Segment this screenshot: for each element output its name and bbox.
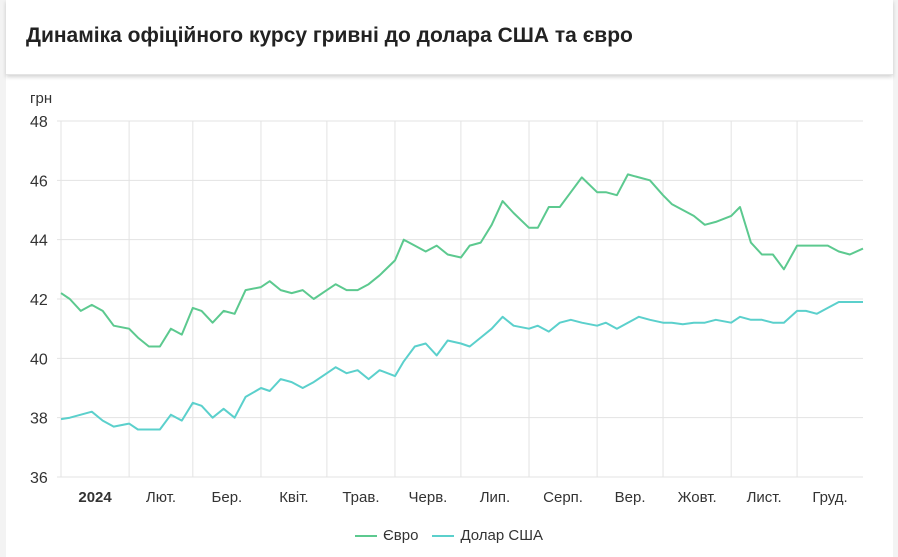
x-tick-label: Жовт. [678,489,717,506]
series-line-euro [60,173,864,348]
legend-label: Євро [383,527,419,544]
y-tick-label: 36 [30,470,48,487]
y-tick-label: 48 [30,114,48,131]
y-tick-label: 38 [30,411,48,428]
y-axis-label: грн [30,90,52,107]
legend: Євро Долар США [0,527,898,544]
x-tick-label: Лист. [747,489,782,506]
line-chart: грн 36 38 40 42 44 46 48 2024 Лют. Бер. Квіт. Трав.… [30,90,864,506]
x-tick-label: Бер. [212,489,243,506]
series-line-usd [60,301,863,431]
legend-swatch [355,534,378,537]
x-tick-label: Лют. [146,489,176,506]
y-tick-label: 40 [30,351,48,368]
x-tick-label: Лип. [480,489,511,506]
chart-header: Динаміка офіційного курсу гривні до дола… [6,0,893,75]
legend-item-euro[interactable]: Євро [355,527,418,544]
chart-card [6,0,893,557]
page-title: Динаміка офіційного курсу гривні до дола… [26,24,633,47]
legend-swatch [432,534,455,537]
x-tick-label: Черв. [409,489,448,506]
x-tick-label: Груд. [812,489,847,506]
x-tick-label: Трав. [342,489,379,506]
x-tick-label: Квіт. [279,489,308,506]
y-tick-label: 44 [30,233,48,250]
x-tick-label: Серп. [543,489,583,506]
legend-item-usd[interactable]: Долар США [432,527,543,544]
x-tick-label: Вер. [615,489,646,506]
y-tick-label: 46 [30,173,48,190]
x-tick-label: 2024 [78,489,112,506]
y-tick-label: 42 [30,292,48,309]
legend-label: Долар США [460,527,543,544]
